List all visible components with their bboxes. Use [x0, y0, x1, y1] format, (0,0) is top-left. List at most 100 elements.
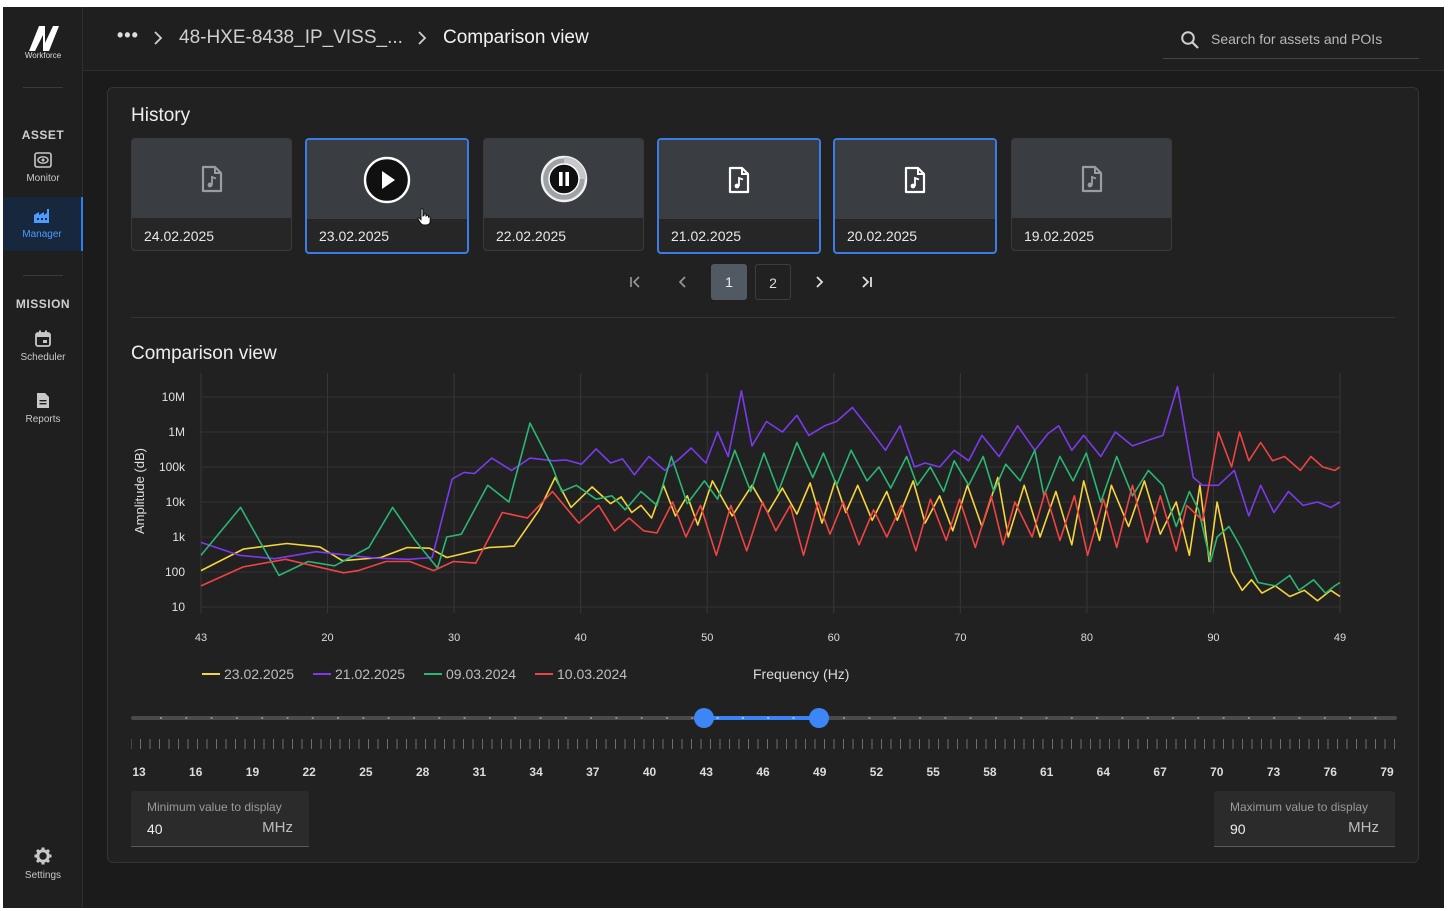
sidebar-section-mission: MISSION: [15, 297, 71, 311]
x-axis-label: Frequency (Hz): [753, 666, 850, 682]
comparison-chart: 10 100 1k 10k 100k 1M 10M 43 20 30 40 50 60 70 80 90 49…: [132, 373, 1346, 644]
history-item-date: 21.02.2025: [671, 228, 742, 244]
track-mark: [261, 717, 264, 719]
track-mark: [868, 717, 871, 719]
y-tick-label: 10: [172, 600, 186, 614]
track-mark: [387, 717, 390, 719]
next-page-button[interactable]: [801, 264, 837, 300]
chevron-right-icon: [154, 31, 163, 45]
track-mark: [311, 717, 314, 719]
sidebar-item-manager[interactable]: Manager: [3, 197, 83, 251]
range-slider-max-handle[interactable]: [808, 708, 829, 728]
range-slider-ruler: [131, 739, 1395, 749]
legend-swatch: [313, 672, 331, 675]
range-slider-label: 67: [1153, 765, 1167, 779]
y-axis-label: Amplitude (dB): [132, 448, 147, 534]
history-item[interactable]: 20.02.2025: [833, 138, 997, 254]
range-slider-label: 76: [1323, 765, 1337, 779]
history-item-date: 23.02.2025: [319, 228, 390, 244]
factory-icon: [34, 209, 49, 223]
track-mark: [1197, 717, 1200, 719]
sidebar-item-settings[interactable]: Settings: [3, 847, 83, 901]
logo[interactable]: Workforce: [3, 23, 83, 60]
track-mark: [1146, 717, 1149, 719]
history-item[interactable]: 23.02.2025: [305, 138, 469, 254]
chevron-left-icon: [678, 276, 686, 288]
pause-icon[interactable]: [540, 155, 588, 203]
audio-file-icon: [201, 165, 222, 192]
legend-item[interactable]: 23.02.2025: [202, 666, 294, 684]
min-value-field[interactable]: Minimum value to display 40 MHz: [131, 791, 309, 847]
history-item[interactable]: 22.02.2025: [483, 138, 644, 251]
page-button[interactable]: 1: [711, 264, 747, 300]
history-item-preview: [307, 140, 467, 219]
x-tick-label: 90: [1207, 632, 1219, 644]
range-slider-min-handle[interactable]: [694, 708, 715, 728]
comparison-title: Comparison view: [131, 343, 277, 364]
history-item[interactable]: 21.02.2025: [657, 138, 821, 254]
first-page-icon: [630, 276, 640, 288]
sidebar-item-label: Scheduler: [20, 352, 66, 363]
range-slider-label: 22: [302, 765, 316, 779]
breadcrumb-asset[interactable]: 48-HXE-8438_IP_VISS_...: [179, 27, 403, 48]
series-line-23.02.2025: [200, 476, 1341, 602]
sidebar-item-scheduler[interactable]: Scheduler: [3, 330, 83, 384]
y-tick-label: 100: [165, 565, 185, 579]
chevron-right-icon: [816, 276, 824, 288]
history-item-preview: [835, 140, 995, 219]
track-mark: [539, 717, 542, 719]
audio-file-icon: [728, 166, 750, 193]
play-icon[interactable]: [363, 156, 411, 204]
track-mark: [1323, 717, 1326, 719]
previous-page-button[interactable]: [665, 264, 701, 300]
legend-item[interactable]: 10.03.2024: [535, 666, 627, 684]
max-value-field[interactable]: Maximum value to display 90 MHz: [1214, 791, 1395, 847]
track-mark: [463, 717, 466, 719]
history-item-date: 22.02.2025: [496, 228, 567, 244]
track-mark: [843, 717, 846, 719]
range-slider-label: 13: [132, 765, 146, 779]
track-mark: [564, 717, 567, 719]
sidebar-item-monitor[interactable]: Monitor: [3, 152, 83, 206]
sidebar-item-reports[interactable]: Reports: [3, 392, 83, 446]
track-mark: [716, 717, 719, 719]
x-tick-label: 70: [954, 632, 966, 644]
track-mark: [1121, 717, 1124, 719]
history-item[interactable]: 19.02.2025: [1011, 138, 1172, 251]
search-icon: [1181, 31, 1199, 49]
range-slider-label: 31: [472, 765, 487, 779]
sidebar-divider: [23, 87, 63, 88]
breadcrumb-more-button[interactable]: •••: [117, 25, 139, 45]
last-page-button[interactable]: [849, 264, 885, 300]
y-tick-label: 100k: [159, 460, 186, 474]
hand-cursor-icon: [417, 208, 431, 226]
min-value-label: Minimum value to display: [147, 800, 282, 814]
y-tick-label: 10k: [166, 495, 186, 509]
legend-item[interactable]: 09.03.2024: [424, 666, 516, 684]
sidebar-item-label: Manager: [22, 229, 62, 240]
history-item-preview: [1012, 139, 1171, 218]
history-item-date: 20.02.2025: [847, 228, 918, 244]
track-mark: [590, 717, 593, 719]
range-slider-selection: [704, 716, 819, 720]
main-card: History 24.02.2025 23.02.2025: [107, 87, 1419, 863]
track-mark: [337, 717, 340, 719]
first-page-button[interactable]: [617, 264, 653, 300]
history-item[interactable]: 24.02.2025: [131, 138, 292, 251]
track-mark: [362, 717, 365, 719]
max-value-input[interactable]: 90: [1230, 821, 1246, 837]
legend-item[interactable]: 21.02.2025: [313, 666, 405, 684]
min-value-input[interactable]: 40: [147, 821, 163, 837]
legend-label: 23.02.2025: [224, 666, 295, 682]
sidebar-item-label: Monitor: [26, 173, 60, 184]
track-mark: [1020, 717, 1023, 719]
search-input[interactable]: [1211, 29, 1411, 49]
range-slider-label: 34: [529, 765, 543, 779]
track-mark: [210, 717, 213, 719]
range-slider-marks: [160, 717, 1377, 719]
last-page-icon: [862, 276, 872, 288]
legend-label: 10.03.2024: [557, 666, 628, 682]
min-value-unit: MHz: [262, 819, 293, 836]
page-button[interactable]: 2: [755, 264, 791, 300]
search-box[interactable]: [1163, 21, 1419, 59]
